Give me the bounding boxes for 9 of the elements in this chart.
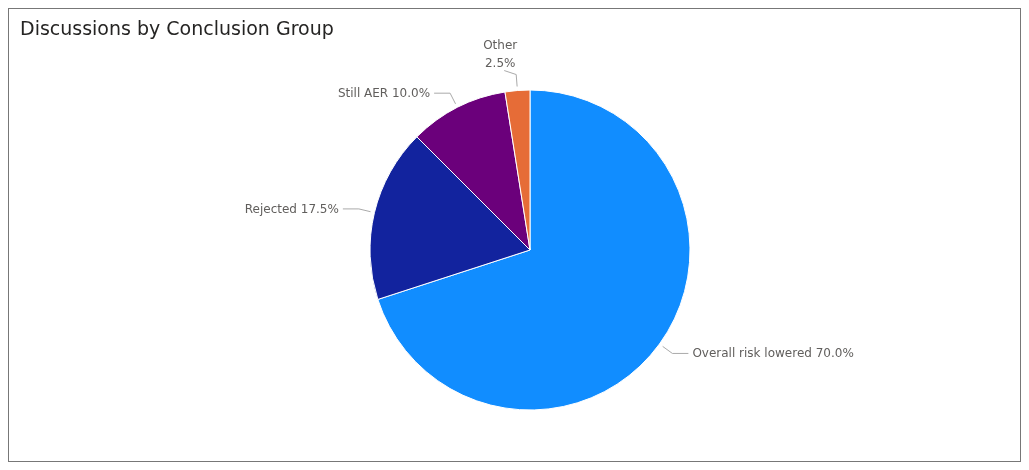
slice-label: Rejected — [244, 201, 297, 216]
data-label: 10.0% — [391, 86, 431, 101]
chart-title: Discussions by Conclusion Group — [20, 17, 334, 39]
data-label: 2.5% — [484, 55, 516, 70]
slice-label: Other — [483, 37, 518, 52]
data-label: 70.0% — [815, 346, 854, 361]
slice-label: Overall risk lowered — [692, 346, 812, 361]
slice-label: Still AER — [337, 86, 389, 101]
data-label: 17.5% — [300, 201, 339, 216]
